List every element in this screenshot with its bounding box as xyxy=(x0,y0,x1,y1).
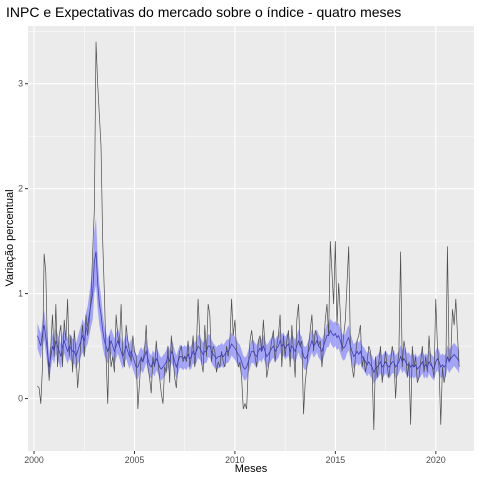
x-axis: 2000 2005 2010 2015 2020 xyxy=(24,451,446,465)
inpc-line xyxy=(37,41,460,431)
expectation-line xyxy=(37,251,460,374)
x-tick-label: 2000 xyxy=(24,455,44,465)
y-tick-label: 2 xyxy=(18,184,23,194)
y-axis: 0 1 2 3 xyxy=(18,79,28,404)
grid-minor xyxy=(28,26,474,451)
y-tick-label: 3 xyxy=(18,79,23,89)
plot-area xyxy=(37,41,460,431)
y-tick-label: 1 xyxy=(18,289,23,299)
y-tick-label: 0 xyxy=(18,394,23,404)
grid-major xyxy=(28,26,474,451)
x-tick-label: 2015 xyxy=(326,455,346,465)
x-axis-title: Meses xyxy=(235,463,268,475)
chart-title: INPC e Expectativas do mercado sobre o í… xyxy=(6,4,401,20)
y-axis-title: Variação percentual xyxy=(4,189,16,286)
x-tick-label: 2020 xyxy=(426,455,446,465)
x-tick-label: 2005 xyxy=(125,455,145,465)
x-tick-label: 2010 xyxy=(225,455,245,465)
